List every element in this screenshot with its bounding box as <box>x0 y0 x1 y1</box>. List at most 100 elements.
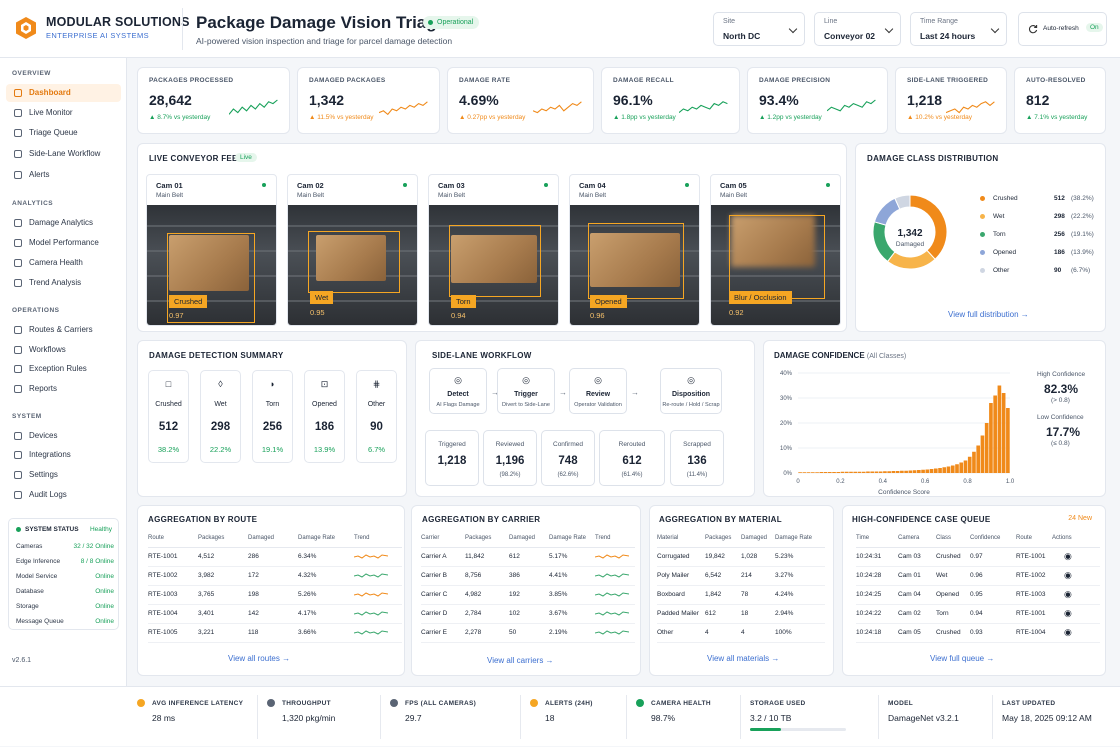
sidebar-item-model-performance[interactable]: Model Performance <box>6 234 121 252</box>
table-cell: RTE-1003 <box>1016 585 1052 605</box>
kpi-value: 28,642 <box>149 92 192 108</box>
camera-name: Cam 03 <box>438 181 465 190</box>
site-select[interactable]: Site North DC <box>713 12 805 46</box>
view-eye-icon[interactable]: ◉ <box>1064 608 1072 618</box>
table-row[interactable]: Poly Mailer 6,542 214 3.27% <box>657 566 825 586</box>
view-all-routes-link[interactable]: View all routes → <box>228 654 290 663</box>
kpi-card[interactable]: SIDE-LANE TRIGGERED 1,218 ▲ 10.2% vs yeste… <box>895 67 1007 134</box>
sidebar-item-routes-carriers[interactable]: Routes & Carriers <box>6 321 121 339</box>
table-row[interactable]: Boxboard 1,842 78 4.24% <box>657 585 825 605</box>
camera-tile[interactable]: Cam 02 Main Belt Wet 0.95 <box>287 174 418 326</box>
carrier-table-title: AGGREGATION BY CARRIER <box>422 515 541 524</box>
summary-card[interactable]: □ Crushed 512 38.2% <box>148 370 189 463</box>
kpi-card[interactable]: DAMAGE RATE 4.69% ▲ 0.27pp vs yesterday <box>447 67 594 134</box>
view-eye-icon[interactable]: ◉ <box>1064 570 1072 580</box>
kpi-change-text: 1.2pp vs yesterday <box>767 114 822 121</box>
footer-value: 1,320 pkg/min <box>282 713 336 723</box>
summary-card[interactable]: ⋕ Other 90 6.7% <box>356 370 397 463</box>
table-row[interactable]: Carrier E 2,278 50 2.19% <box>421 623 635 643</box>
sidebar-item-live-monitor[interactable]: Live Monitor <box>6 104 121 122</box>
kpi-card[interactable]: DAMAGE RECALL 96.1% ▲ 1.8pp vs yesterday <box>601 67 740 134</box>
view-distribution-link[interactable]: View full distribution → <box>948 310 1029 319</box>
table-cell: 172 <box>248 566 298 586</box>
workflow-stat: Triggered 1,218 <box>425 430 479 486</box>
workflow-stat-value: 612 <box>622 455 642 467</box>
page-title: Package Damage Vision Triage <box>196 13 447 32</box>
histogram-bar <box>832 472 836 473</box>
summary-card[interactable]: ◗ Torn 256 19.1% <box>252 370 293 463</box>
table-row[interactable]: RTE-1004 3,401 142 4.17% <box>148 604 402 624</box>
sidebar-item-label: Integrations <box>29 450 71 459</box>
summary-card[interactable]: ⊡ Opened 186 13.9% <box>304 370 345 463</box>
table-row[interactable]: RTE-1001 4,512 286 6.34% <box>148 547 402 567</box>
view-full-queue-link[interactable]: View full queue → <box>930 654 994 663</box>
table-row[interactable]: RTE-1002 3,982 172 4.32% <box>148 566 402 586</box>
sidebar-item-trend-analysis[interactable]: Trend Analysis <box>6 274 121 292</box>
sidebar-item-alerts[interactable]: Alerts <box>6 166 121 184</box>
workflow-stat-value: 136 <box>687 455 707 467</box>
auto-refresh-label: Auto-refresh <box>1043 25 1079 32</box>
view-eye-icon[interactable]: ◉ <box>1064 627 1072 637</box>
table-row[interactable]: RTE-1005 3,221 118 3.66% <box>148 623 402 643</box>
sidebar-item-camera-health[interactable]: Camera Health <box>6 254 121 272</box>
sidebar-item-exception-rules[interactable]: Exception Rules <box>6 360 121 378</box>
time-range-select[interactable]: Time Range Last 24 hours <box>910 12 1007 46</box>
table-row[interactable]: Carrier D 2,784 102 3.67% <box>421 604 635 624</box>
auto-refresh-toggle[interactable]: Auto-refresh On <box>1018 12 1107 46</box>
detection-summary-title: DAMAGE DETECTION SUMMARY <box>149 351 284 360</box>
histogram-bar <box>883 471 887 473</box>
sidebar-item-dashboard[interactable]: Dashboard <box>6 84 121 102</box>
view-eye-icon[interactable]: ◉ <box>1064 589 1072 599</box>
workflow-step[interactable]: ◎ Disposition Re-route / Hold / Scrap <box>660 368 722 414</box>
line-select[interactable]: Line Conveyor 02 <box>814 12 901 46</box>
kpi-card[interactable]: DAMAGE PRECISION 93.4% ▲ 1.2pp vs yesterda… <box>747 67 888 134</box>
camera-tile[interactable]: Cam 04 Main Belt Opened 0.96 <box>569 174 700 326</box>
sidebar-item-integrations[interactable]: Integrations <box>6 446 121 464</box>
camera-tile[interactable]: Cam 01 Main Belt Crushed 0.97 <box>146 174 277 326</box>
table-row[interactable]: Carrier C 4,982 192 3.85% <box>421 585 635 605</box>
sidebar-item-devices[interactable]: Devices <box>6 427 121 445</box>
workflow-step[interactable]: ◎ Trigger Divert to Side-Lane <box>497 368 555 414</box>
sidebar-item-triage-queue[interactable]: Triage Queue <box>6 124 121 142</box>
table-cell: Carrier D <box>421 604 465 624</box>
view-all-materials-link[interactable]: View all materials → <box>707 654 779 663</box>
table-row[interactable]: 10:24:31 Cam 03 Crushed 0.97 RTE-1001 ◉ <box>856 547 1100 567</box>
sidebar-item-audit-logs[interactable]: Audit Logs <box>6 486 121 504</box>
camera-tile[interactable]: Cam 05 Main Belt Blur / Occlusion 0.92 <box>710 174 841 326</box>
table-row[interactable]: Padded Mailer 612 18 2.94% <box>657 604 825 624</box>
table-cell: 10:24:28 <box>856 566 898 586</box>
table-row[interactable]: Carrier A 11,842 612 5.17% <box>421 547 635 567</box>
view-all-carriers-link[interactable]: View all carriers → <box>487 656 554 665</box>
auto-refresh-state: On <box>1086 23 1103 32</box>
sidebar-item-reports[interactable]: Reports <box>6 380 121 398</box>
table-row[interactable]: 10:24:22 Cam 02 Torn 0.94 RTE-1001 ◉ <box>856 604 1100 624</box>
sidebar-item-side-lane-workflow[interactable]: Side-Lane Workflow <box>6 145 121 163</box>
table-row[interactable]: Other 4 4 100% <box>657 623 825 643</box>
kpi-card[interactable]: AUTO-RESOLVED 812 ▲ 7.1% vs yesterday <box>1014 67 1106 134</box>
workflow-stat: Confirmed 748 (62.6%) <box>541 430 595 486</box>
storage-bar <box>750 728 846 731</box>
kpi-card[interactable]: PACKAGES PROCESSED 28,642 ▲ 8.7% vs yester… <box>137 67 290 134</box>
footer-divider <box>380 695 381 739</box>
histogram-bar <box>912 470 917 473</box>
kpi-label: SIDE-LANE TRIGGERED <box>907 77 989 84</box>
sidebar-item-settings[interactable]: Settings <box>6 466 121 484</box>
sidebar-item-workflows[interactable]: Workflows <box>6 341 121 359</box>
workflow-step[interactable]: ◎ Detect AI Flags Damage <box>429 368 487 414</box>
table-row[interactable]: 10:24:28 Cam 01 Wet 0.96 RTE-1002 ◉ <box>856 566 1100 586</box>
table-row[interactable]: RTE-1003 3,765 198 5.26% <box>148 585 402 605</box>
sidebar-item-damage-analytics[interactable]: Damage Analytics <box>6 214 121 232</box>
sidebar-item-label: Settings <box>29 470 58 479</box>
kpi-card[interactable]: DAMAGED PACKAGES 1,342 ▲ 11.5% vs yesterda… <box>297 67 440 134</box>
workflow-step[interactable]: ◎ Review Operator Validation <box>569 368 627 414</box>
table-row[interactable]: Corrugated 19,842 1,028 5.23% <box>657 547 825 567</box>
table-row[interactable]: Carrier B 8,756 386 4.41% <box>421 566 635 586</box>
column-header: Packages <box>465 530 509 548</box>
camera-tile[interactable]: Cam 03 Main Belt Torn 0.94 <box>428 174 559 326</box>
integration-icon <box>14 451 22 459</box>
table-row[interactable]: 10:24:18 Cam 05 Crushed 0.93 RTE-1004 ◉ <box>856 623 1100 643</box>
table-row[interactable]: 10:24:25 Cam 04 Opened 0.95 RTE-1003 ◉ <box>856 585 1100 605</box>
table-cell: 612 <box>705 604 741 624</box>
view-eye-icon[interactable]: ◉ <box>1064 551 1072 561</box>
summary-card[interactable]: ◊ Wet 298 22.2% <box>200 370 241 463</box>
